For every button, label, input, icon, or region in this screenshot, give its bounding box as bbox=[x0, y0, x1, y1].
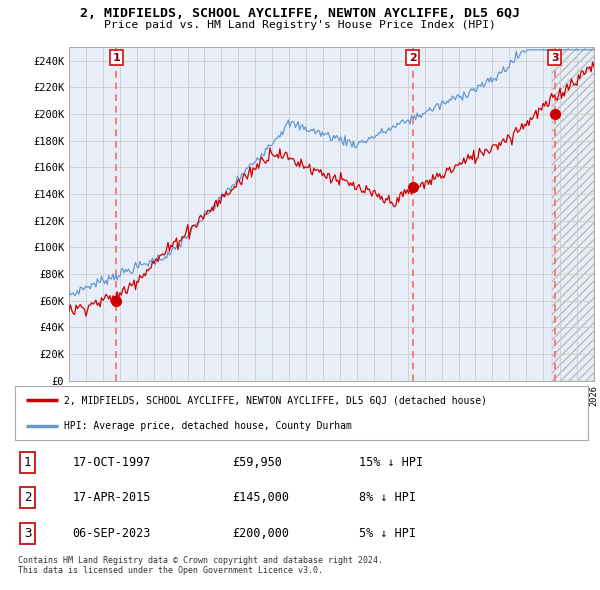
Text: 2, MIDFIELDS, SCHOOL AYCLIFFE, NEWTON AYCLIFFE, DL5 6QJ: 2, MIDFIELDS, SCHOOL AYCLIFFE, NEWTON AY… bbox=[80, 7, 520, 20]
Text: 3: 3 bbox=[24, 527, 31, 540]
Text: 15% ↓ HPI: 15% ↓ HPI bbox=[359, 455, 423, 468]
Text: 2: 2 bbox=[409, 53, 416, 63]
Text: 1: 1 bbox=[112, 53, 120, 63]
Text: 3: 3 bbox=[551, 53, 559, 63]
Text: £200,000: £200,000 bbox=[233, 527, 290, 540]
Text: 06-SEP-2023: 06-SEP-2023 bbox=[73, 527, 151, 540]
Text: Price paid vs. HM Land Registry's House Price Index (HPI): Price paid vs. HM Land Registry's House … bbox=[104, 20, 496, 30]
Text: 5% ↓ HPI: 5% ↓ HPI bbox=[359, 527, 416, 540]
Text: Contains HM Land Registry data © Crown copyright and database right 2024.
This d: Contains HM Land Registry data © Crown c… bbox=[18, 556, 383, 575]
Text: £145,000: £145,000 bbox=[233, 490, 290, 504]
Text: 8% ↓ HPI: 8% ↓ HPI bbox=[359, 490, 416, 504]
Text: 17-OCT-1997: 17-OCT-1997 bbox=[73, 455, 151, 468]
Text: 17-APR-2015: 17-APR-2015 bbox=[73, 490, 151, 504]
Text: 1: 1 bbox=[24, 455, 31, 468]
Text: £59,950: £59,950 bbox=[233, 455, 283, 468]
Text: HPI: Average price, detached house, County Durham: HPI: Average price, detached house, Coun… bbox=[64, 421, 352, 431]
Text: 2, MIDFIELDS, SCHOOL AYCLIFFE, NEWTON AYCLIFFE, DL5 6QJ (detached house): 2, MIDFIELDS, SCHOOL AYCLIFFE, NEWTON AY… bbox=[64, 395, 487, 405]
Text: 2: 2 bbox=[24, 490, 31, 504]
